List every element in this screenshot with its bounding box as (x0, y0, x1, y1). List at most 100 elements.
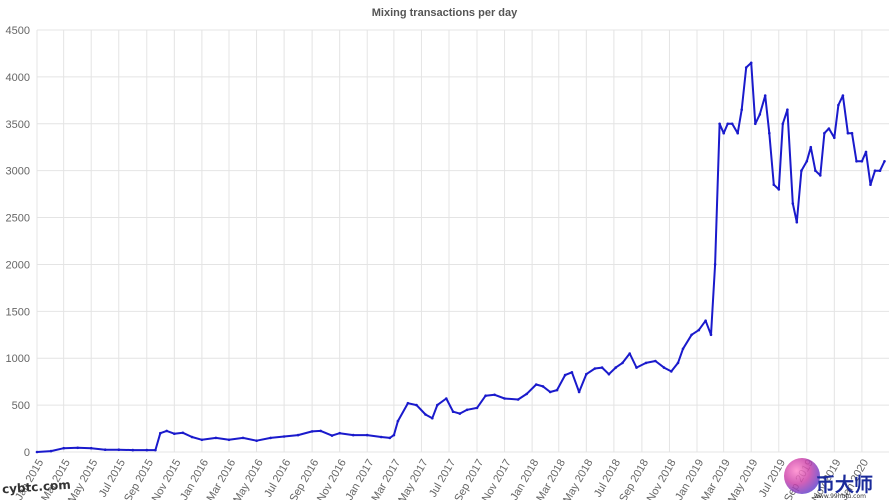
data-point (837, 103, 840, 107)
data-point (555, 388, 559, 392)
data-point (781, 122, 785, 126)
y-tick-label: 1000 (6, 353, 30, 365)
data-point (388, 436, 392, 440)
data-point (697, 328, 701, 332)
data-point (690, 333, 693, 337)
y-gridlines (37, 29, 889, 453)
data-point (600, 366, 604, 369)
data-point (772, 183, 776, 186)
data-point (878, 169, 882, 172)
data-point (676, 361, 680, 365)
data-point (768, 131, 771, 135)
x-tick-label: Jul 2017 (427, 457, 458, 499)
data-point (777, 188, 781, 191)
data-point (744, 66, 748, 69)
data-point (823, 131, 826, 135)
data-point (607, 372, 611, 376)
data-point (159, 431, 162, 435)
data-point (145, 448, 149, 452)
data-point (654, 359, 657, 363)
y-tick-label: 2000 (6, 259, 30, 271)
data-point (873, 169, 877, 172)
data-point (534, 383, 538, 386)
data-point (805, 160, 809, 163)
data-point (541, 385, 545, 388)
data-point (406, 401, 410, 405)
y-tick-label: 0 (24, 447, 30, 459)
data-point (392, 433, 396, 437)
data-point (644, 361, 648, 365)
x-gridlines (36, 30, 863, 452)
data-point (841, 94, 845, 97)
data-point (475, 406, 479, 410)
data-point (718, 122, 721, 126)
data-point (503, 397, 506, 400)
data-point (846, 131, 850, 135)
data-point (722, 131, 725, 135)
data-point (548, 390, 552, 394)
data-point (365, 433, 369, 437)
data-point (165, 429, 168, 433)
data-point (227, 438, 231, 442)
data-point (585, 372, 588, 376)
data-point (628, 352, 631, 355)
data-point (864, 150, 868, 154)
y-tick-label: 500 (12, 400, 30, 412)
data-point (49, 449, 53, 453)
data-point (758, 113, 762, 116)
data-point (730, 122, 734, 126)
data-point (431, 416, 434, 420)
x-tick-label: Jul 2015 (97, 457, 128, 499)
watermark-right-subtext: www.99hufu.com (814, 493, 866, 500)
data-point (614, 366, 617, 369)
data-point (117, 448, 121, 452)
data-point (351, 433, 355, 437)
data-point (740, 108, 743, 111)
data-point (704, 319, 707, 323)
data-point (436, 403, 439, 407)
data-point (465, 408, 469, 412)
data-point (814, 169, 817, 172)
data-point (883, 160, 886, 163)
data-point (577, 390, 581, 394)
data-point (76, 446, 79, 450)
data-point (827, 127, 831, 130)
series-line-0 (36, 61, 886, 453)
data-point (749, 61, 753, 65)
data-point (484, 394, 487, 398)
data-point (860, 160, 864, 163)
y-tick-label: 1500 (6, 306, 30, 318)
data-point (662, 366, 666, 369)
data-point (415, 403, 418, 407)
data-point (635, 366, 638, 369)
data-point (200, 438, 204, 442)
watermark-logo-icon (784, 458, 820, 494)
data-point (713, 263, 717, 266)
data-point (181, 431, 185, 435)
data-point (809, 145, 813, 149)
data-point (869, 183, 872, 186)
data-point (736, 131, 739, 135)
data-point (35, 450, 39, 454)
data-point (850, 131, 854, 135)
data-point (855, 160, 858, 163)
data-point (563, 373, 567, 377)
data-point (282, 435, 286, 438)
data-point (319, 429, 323, 433)
watermark-right: 币大师 (816, 474, 874, 496)
chart-title: Mixing transactions per day (371, 7, 518, 19)
y-tick-label: 4000 (6, 72, 30, 84)
data-point (786, 108, 789, 111)
y-tick-label: 3000 (6, 166, 30, 178)
data-point (795, 220, 799, 224)
data-point (458, 412, 462, 415)
data-point (819, 174, 822, 177)
data-point (89, 446, 93, 450)
y-axis-labels: 0 500 1000 1500 2000 2500 3000 3500 4000 4500 (6, 25, 30, 459)
data-point (791, 202, 795, 205)
data-point (681, 347, 685, 351)
y-tick-label: 4500 (6, 25, 30, 37)
data-point (621, 361, 624, 365)
data-point (445, 397, 448, 400)
